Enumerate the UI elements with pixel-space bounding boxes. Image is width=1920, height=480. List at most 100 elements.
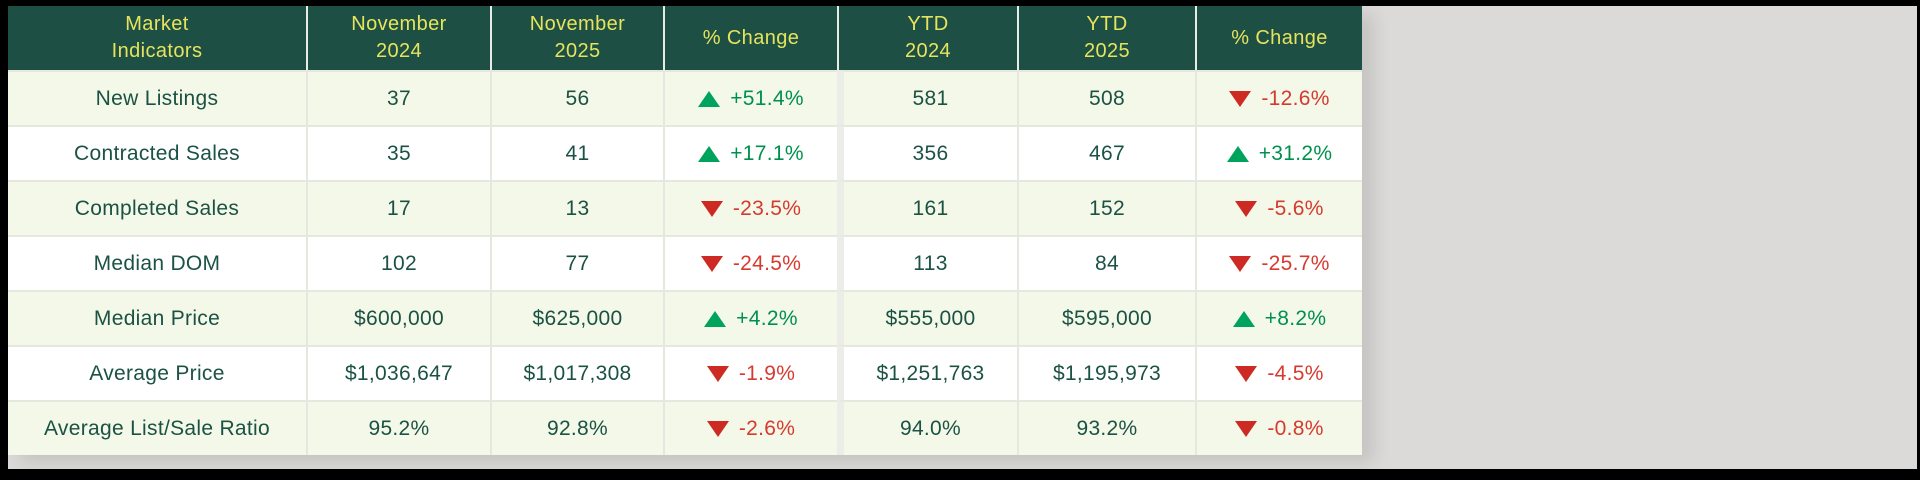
percent-change-cell: +4.2% — [663, 290, 837, 345]
value-cell: 467 — [1017, 125, 1195, 180]
column-header-1: November 2024 — [306, 6, 490, 70]
indicator-cell: New Listings — [8, 70, 306, 125]
down-arrow-icon — [700, 255, 723, 272]
value-cell: 93.2% — [1017, 400, 1195, 455]
table-header: Market Indicators November 2024 November 2025… — [8, 6, 1362, 70]
value-cell: $1,195,973 — [1017, 345, 1195, 400]
percent-change-content: -1.9% — [665, 362, 837, 386]
percent-change-content: -25.7% — [1197, 252, 1362, 276]
column-header-line2: 2025 — [1083, 40, 1131, 62]
column-header-line1: Market — [125, 13, 189, 35]
percent-change-value: +51.4% — [730, 86, 804, 110]
value-cell: 102 — [306, 235, 490, 290]
percent-change-content: -24.5% — [665, 252, 837, 276]
value-cell: $1,036,647 — [306, 345, 490, 400]
percent-change-cell: -25.7% — [1195, 235, 1362, 290]
value-cell: 17 — [306, 180, 490, 235]
down-arrow-icon — [706, 420, 729, 437]
percent-change-value: -23.5% — [732, 196, 802, 220]
percent-change-value: -0.8% — [1267, 416, 1324, 440]
value-cell: $625,000 — [490, 290, 663, 345]
value-cell: $1,251,763 — [837, 345, 1017, 400]
percent-change-value: -4.5% — [1267, 361, 1324, 385]
percent-change-value: -24.5% — [732, 251, 802, 275]
column-header-line2: Indicators — [111, 40, 203, 62]
percent-change-value: -25.7% — [1261, 251, 1330, 275]
up-arrow-icon — [698, 145, 721, 162]
table-body: New Listings 37 56 +51.4% 581 508 -12.6% Contra… — [8, 70, 1362, 455]
column-header-line2: 2024 — [375, 40, 423, 62]
value-cell: 77 — [490, 235, 663, 290]
column-header-line1: % Change — [1231, 26, 1328, 49]
value-cell: 92.8% — [490, 400, 663, 455]
value-cell: 41 — [490, 125, 663, 180]
percent-change-content: -23.5% — [665, 197, 837, 221]
percent-change-content: +31.2% — [1197, 142, 1362, 166]
down-arrow-icon — [1235, 200, 1258, 217]
column-header-line1: November — [351, 13, 447, 35]
percent-change-content: -5.6% — [1197, 197, 1362, 221]
percent-change-cell: +51.4% — [663, 70, 837, 125]
indicator-cell: Completed Sales — [8, 180, 306, 235]
percent-change-value: -12.6% — [1261, 86, 1330, 110]
percent-change-content: +17.1% — [665, 142, 837, 166]
down-arrow-icon — [1235, 365, 1258, 382]
value-cell: 508 — [1017, 70, 1195, 125]
column-header-line2: 2024 — [904, 40, 952, 62]
column-header-line1: November — [529, 13, 626, 35]
percent-change-content: -2.6% — [665, 417, 837, 441]
table-row: Average List/Sale Ratio 95.2% 92.8% -2.6% 94… — [8, 400, 1362, 455]
percent-change-content: +8.2% — [1197, 307, 1362, 331]
table-row: Median DOM 102 77 -24.5% 113 84 -25.7% — [8, 235, 1362, 290]
down-arrow-icon — [706, 365, 729, 382]
down-arrow-icon — [700, 200, 723, 217]
down-arrow-icon — [1229, 255, 1252, 272]
up-arrow-icon — [1226, 145, 1249, 162]
percent-change-cell: -0.8% — [1195, 400, 1362, 455]
value-cell: 152 — [1017, 180, 1195, 235]
value-cell: $1,017,308 — [490, 345, 663, 400]
percent-change-cell: -1.9% — [663, 345, 837, 400]
up-arrow-icon — [704, 310, 727, 327]
value-cell: $595,000 — [1017, 290, 1195, 345]
value-cell: 356 — [837, 125, 1017, 180]
percent-change-value: +31.2% — [1258, 141, 1333, 165]
column-header-line1: % Change — [702, 26, 800, 49]
indicator-cell: Average List/Sale Ratio — [8, 400, 306, 455]
percent-change-content: -12.6% — [1197, 87, 1362, 111]
value-cell: 94.0% — [837, 400, 1017, 455]
percent-change-cell: +8.2% — [1195, 290, 1362, 345]
percent-change-value: +4.2% — [736, 306, 798, 330]
column-header-0: Market Indicators — [8, 6, 306, 70]
percent-change-value: +8.2% — [1264, 306, 1327, 330]
column-header-line1: YTD — [907, 13, 949, 35]
percent-change-cell: -4.5% — [1195, 345, 1362, 400]
percent-change-content: +4.2% — [665, 307, 837, 331]
table-row: Contracted Sales 35 41 +17.1% 356 467 +31.2% — [8, 125, 1362, 180]
percent-change-cell: -23.5% — [663, 180, 837, 235]
percent-change-cell: -2.6% — [663, 400, 837, 455]
percent-change-value: -1.9% — [738, 361, 796, 385]
percent-change-cell: +17.1% — [663, 125, 837, 180]
percent-change-cell: -24.5% — [663, 235, 837, 290]
column-header-4: YTD 2024 — [837, 6, 1017, 70]
percent-change-content: -4.5% — [1197, 362, 1362, 386]
indicator-cell: Contracted Sales — [8, 125, 306, 180]
percent-change-cell: -5.6% — [1195, 180, 1362, 235]
table-row: Average Price $1,036,647 $1,017,308 -1.9% $1… — [8, 345, 1362, 400]
value-cell: 581 — [837, 70, 1017, 125]
down-arrow-icon — [1229, 90, 1252, 107]
percent-change-content: -0.8% — [1197, 417, 1362, 441]
indicator-cell: Average Price — [8, 345, 306, 400]
value-cell: $555,000 — [837, 290, 1017, 345]
table-row: Median Price $600,000 $625,000 +4.2% $555,00… — [8, 290, 1362, 345]
desktop-background: Market Indicators November 2024 November 2025… — [8, 6, 1917, 469]
value-cell: 95.2% — [306, 400, 490, 455]
value-cell: 13 — [490, 180, 663, 235]
percent-change-content: +51.4% — [665, 87, 837, 111]
value-cell: 161 — [837, 180, 1017, 235]
column-header-3: % Change — [663, 6, 837, 70]
column-header-5: YTD 2025 — [1017, 6, 1195, 70]
percent-change-cell: +31.2% — [1195, 125, 1362, 180]
indicator-cell: Median Price — [8, 290, 306, 345]
